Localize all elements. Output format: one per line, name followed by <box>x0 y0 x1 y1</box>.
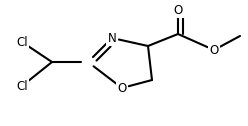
Text: O: O <box>209 43 219 56</box>
Text: Cl: Cl <box>16 80 28 92</box>
Text: O: O <box>117 82 127 94</box>
Text: Cl: Cl <box>16 36 28 49</box>
Text: N: N <box>108 32 116 44</box>
Text: O: O <box>173 4 183 17</box>
